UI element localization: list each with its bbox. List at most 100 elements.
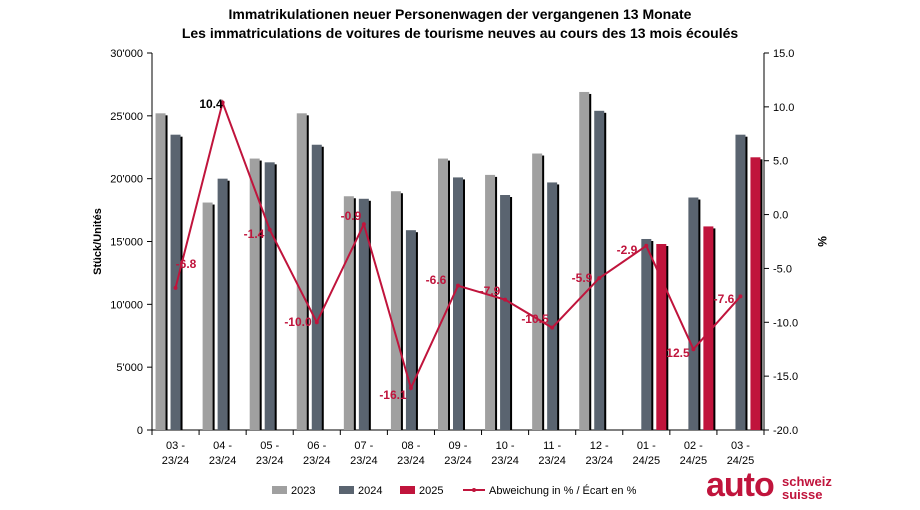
y-tick-label: 30'000: [110, 48, 143, 60]
y2-tick-label: 15.0: [773, 48, 794, 60]
x-tick-label: 23/24: [350, 455, 378, 467]
y-tick-label: 20'000: [110, 174, 143, 186]
x-tick-label: 11 -: [543, 440, 561, 452]
y2-tick-label: -15.0: [773, 371, 798, 383]
deviation-point: [503, 297, 508, 302]
bar-2023: [202, 202, 213, 430]
x-tick-label: 23/24: [538, 455, 566, 467]
deviation-point: [361, 222, 366, 227]
x-tick-label: 23/24: [209, 455, 237, 467]
y-tick-label: 25'000: [110, 111, 143, 123]
bar-2025: [750, 157, 761, 430]
deviation-label: -2.9: [617, 243, 638, 257]
x-tick-label: 10 -: [496, 440, 515, 452]
bar-2025: [703, 226, 714, 430]
bar-2024: [735, 134, 746, 430]
x-tick-label: 04 -: [213, 440, 232, 452]
logo-main-text: auto: [706, 466, 775, 504]
x-tick-label: 24/25: [680, 455, 708, 467]
chart-title: Immatrikulationen neuer Personenwagen de…: [228, 6, 692, 22]
legend-label: 2023: [291, 485, 315, 497]
bar-2023: [532, 153, 543, 431]
y2-tick-label: -5.0: [773, 263, 792, 275]
y2-tick-label: 10.0: [773, 102, 794, 114]
y2-tick-label: -20.0: [773, 425, 798, 437]
bar-2024: [547, 182, 558, 430]
x-tick-label: 07 -: [354, 440, 373, 452]
deviation-point: [408, 385, 413, 390]
bar-2024: [170, 134, 181, 430]
x-tick-label: 08 -: [401, 440, 420, 452]
deviation-point: [314, 320, 319, 325]
bar-2024: [405, 230, 416, 430]
bar-2024: [311, 144, 322, 430]
y-tick-label: 5'000: [116, 362, 143, 374]
x-tick-label: 23/24: [585, 455, 613, 467]
bar-2023: [296, 113, 307, 430]
bar-2023: [485, 174, 496, 430]
bar-2024: [641, 238, 652, 430]
deviation-point: [267, 227, 272, 232]
deviation-label: -12.5: [662, 346, 690, 360]
logo-sub-text-1: schweiz: [782, 474, 832, 489]
bar-2023: [579, 91, 590, 430]
y-tick-label: 10'000: [110, 299, 143, 311]
chart-subtitle: Les immatriculations de voitures de tour…: [181, 25, 739, 41]
y2-tick-label: 0.0: [773, 210, 788, 222]
legend-label: Abweichung in % / Écart en %: [489, 484, 637, 497]
legend-label: 2025: [419, 485, 443, 497]
deviation-point: [220, 100, 225, 105]
bar-2024: [453, 177, 463, 430]
deviation-label: 10.4: [199, 97, 223, 111]
bar-2023: [390, 191, 401, 430]
x-tick-label: 23/24: [491, 455, 519, 467]
bar-2024: [217, 178, 228, 430]
deviation-label: -1.4: [244, 227, 265, 241]
deviation-point: [456, 283, 460, 288]
x-tick-label: 01 -: [637, 440, 656, 452]
x-tick-label: 23/24: [256, 455, 284, 467]
y-tick-label: 0: [137, 425, 143, 437]
x-tick-label: 12 -: [590, 440, 609, 452]
x-tick-label: 09 -: [449, 440, 468, 452]
deviation-label: -16.1: [379, 388, 407, 402]
bar-2023: [249, 158, 260, 430]
bar-2024: [500, 195, 511, 430]
deviation-label: -10.5: [521, 312, 549, 326]
y-tick-label: 15'000: [110, 237, 143, 249]
y2-axis-title: %: [815, 236, 829, 247]
deviation-label: -10.0: [284, 315, 312, 329]
legend-swatch-2025: [400, 486, 415, 494]
x-tick-label: 06 -: [307, 440, 326, 452]
bar-2023: [343, 196, 354, 430]
x-tick-label: 03 -: [166, 440, 185, 452]
deviation-label: -7.6: [714, 292, 735, 306]
bar-2023: [438, 158, 448, 430]
x-tick-label: 02 -: [684, 440, 703, 452]
y-axis-title: Stück/Unités: [92, 208, 104, 275]
deviation-point: [644, 243, 649, 248]
bar-2023: [155, 113, 166, 430]
deviation-label: -6.6: [426, 273, 447, 287]
x-tick-label: 23/24: [162, 455, 190, 467]
legend-swatch-2024: [339, 486, 354, 494]
bar-2024: [264, 162, 275, 430]
legend-swatch-marker: [472, 488, 476, 492]
deviation-label: -7.9: [480, 284, 501, 298]
deviation-label: -0.9: [341, 209, 362, 223]
logo-sub-text-2: suisse: [782, 487, 823, 502]
deviation-point: [738, 294, 743, 299]
bar-2024: [688, 197, 699, 430]
x-tick-label: 05 -: [260, 440, 279, 452]
x-tick-label: 23/24: [397, 455, 425, 467]
x-tick-label: 03 -: [731, 440, 750, 452]
deviation-point: [173, 285, 178, 290]
x-tick-label: 24/25: [727, 455, 755, 467]
x-tick-label: 23/24: [303, 455, 331, 467]
x-tick-label: 23/24: [444, 455, 472, 467]
x-tick-label: 24/25: [633, 455, 661, 467]
y2-tick-label: -10.0: [773, 317, 798, 329]
deviation-label: -5.9: [572, 271, 593, 285]
bar-2024: [358, 198, 369, 430]
